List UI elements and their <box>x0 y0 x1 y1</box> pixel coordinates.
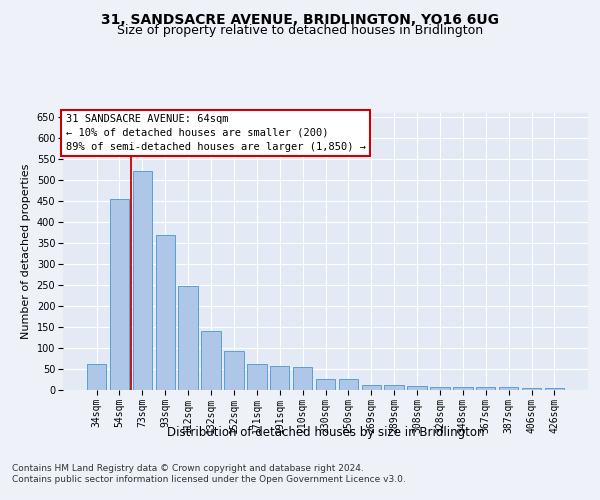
Text: Contains public sector information licensed under the Open Government Licence v3: Contains public sector information licen… <box>12 475 406 484</box>
Bar <box>224 352 244 390</box>
Bar <box>247 364 266 390</box>
Bar <box>178 286 198 390</box>
Bar <box>499 387 518 390</box>
Bar <box>155 236 175 390</box>
Bar <box>407 386 427 390</box>
Bar <box>202 331 221 390</box>
Y-axis label: Number of detached properties: Number of detached properties <box>21 164 31 339</box>
Bar <box>293 367 313 390</box>
Text: Size of property relative to detached houses in Bridlington: Size of property relative to detached ho… <box>117 24 483 37</box>
Bar <box>270 366 289 390</box>
Bar <box>316 378 335 390</box>
Text: Contains HM Land Registry data © Crown copyright and database right 2024.: Contains HM Land Registry data © Crown c… <box>12 464 364 473</box>
Bar <box>110 198 129 390</box>
Bar <box>133 172 152 390</box>
Bar <box>385 385 404 390</box>
Bar <box>453 386 473 390</box>
Bar <box>545 388 564 390</box>
Text: Distribution of detached houses by size in Bridlington: Distribution of detached houses by size … <box>167 426 485 439</box>
Bar <box>338 378 358 390</box>
Text: 31, SANDSACRE AVENUE, BRIDLINGTON, YO16 6UG: 31, SANDSACRE AVENUE, BRIDLINGTON, YO16 … <box>101 12 499 26</box>
Bar <box>430 386 449 390</box>
Bar <box>476 388 496 390</box>
Bar <box>362 385 381 390</box>
Text: 31 SANDSACRE AVENUE: 64sqm
← 10% of detached houses are smaller (200)
89% of sem: 31 SANDSACRE AVENUE: 64sqm ← 10% of deta… <box>65 114 365 152</box>
Bar <box>87 364 106 390</box>
Bar <box>522 388 541 390</box>
